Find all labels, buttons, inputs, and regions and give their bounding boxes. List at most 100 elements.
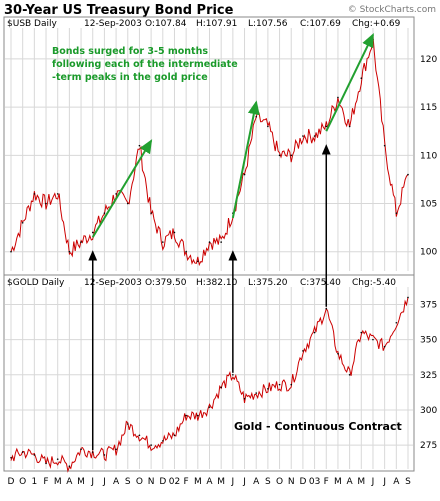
- bond-point: [10, 250, 12, 253]
- top-date: 12-Sep-2003: [84, 19, 142, 29]
- bond-point: [138, 144, 141, 147]
- gold-point: [208, 406, 211, 408]
- bond-point: [383, 144, 386, 147]
- x-tick-label: M: [194, 477, 202, 487]
- x-tick-label: A: [393, 477, 400, 487]
- bond-point: [302, 135, 304, 137]
- watermark: © StockCharts.com: [348, 5, 436, 15]
- gold-line: [10, 297, 409, 473]
- bottom-symbol: $GOLD Daily: [7, 278, 65, 288]
- bottom-panel-grid: [5, 287, 413, 469]
- x-tick-label: A: [66, 477, 73, 487]
- bond-point: [91, 231, 94, 234]
- gold-ytick-label: 275: [420, 441, 437, 451]
- bond-point: [115, 193, 117, 195]
- bond-point: [45, 202, 47, 205]
- x-tick-label: J: [371, 477, 375, 487]
- top-change: Chg:+0.69: [352, 19, 401, 29]
- bond-point: [290, 154, 293, 157]
- bond-point: [150, 212, 152, 214]
- bond-point: [103, 212, 106, 214]
- x-tick-label: M: [357, 477, 365, 487]
- x-tick-label: S: [405, 477, 411, 487]
- bond-point: [208, 241, 211, 243]
- x-tick-label: F: [43, 477, 48, 487]
- gold-point: [407, 296, 409, 299]
- bond-annotation: Bonds surged for 3-5 months following ea…: [52, 46, 238, 83]
- bond-point: [278, 154, 281, 157]
- gold-point: [220, 386, 222, 389]
- surge-arrow: [91, 139, 153, 238]
- gold-point: [80, 448, 82, 451]
- bond-point: [313, 135, 316, 137]
- gold-point: [232, 373, 234, 376]
- bond-point: [360, 77, 363, 79]
- chart-title: 30-Year US Treasury Bond Price: [4, 3, 234, 18]
- gold-point: [302, 350, 304, 352]
- gold-point: [313, 331, 316, 334]
- top-symbol: $USB Daily: [7, 19, 58, 29]
- gold-point: [290, 383, 293, 386]
- x-tick-label: M: [217, 477, 225, 487]
- x-tick-label: A: [113, 477, 120, 487]
- bottom-close: C:375.40: [300, 278, 341, 288]
- x-tick-label: M: [54, 477, 62, 487]
- bond-ytick-label: 100: [420, 248, 437, 258]
- x-tick-label: N: [148, 477, 155, 487]
- bond-point: [372, 38, 374, 41]
- gold-point: [185, 414, 187, 417]
- bond-point: [80, 241, 82, 243]
- gold-point: [161, 440, 164, 442]
- x-tick-label: A: [206, 477, 213, 487]
- bottom-legend: $GOLD Daily 12-Sep-2003 O:379.50 H:382.1…: [7, 278, 396, 288]
- gold-point: [325, 307, 328, 310]
- bottom-y-axis: 275 300 325 350 375: [420, 300, 437, 451]
- bottom-high: H:382.10: [196, 278, 238, 288]
- bond-point: [185, 250, 187, 253]
- top-close: C:107.69: [300, 19, 341, 29]
- x-tick-label: D: [299, 477, 306, 487]
- bottom-date: 12-Sep-2003: [84, 278, 142, 288]
- gold-point: [360, 331, 363, 334]
- bond-point: [243, 173, 246, 176]
- gold-point: [21, 451, 24, 453]
- x-tick-label: A: [253, 477, 260, 487]
- bottom-open: O:379.50: [145, 278, 187, 288]
- x-tick-label: O: [136, 477, 143, 487]
- top-legend: $USB Daily 12-Sep-2003 O:107.84 H:107.91…: [7, 19, 401, 29]
- bond-ytick-label: 115: [420, 103, 437, 113]
- x-tick-label: F: [324, 477, 329, 487]
- bond-point: [21, 222, 24, 224]
- bond-surge-arrows: [91, 33, 374, 238]
- bond-point: [325, 125, 328, 128]
- bond-ytick-label: 120: [420, 55, 437, 65]
- bond-point: [173, 231, 176, 234]
- gold-point: [138, 434, 141, 437]
- x-tick-label: O: [19, 477, 26, 487]
- gold-point: [348, 373, 351, 376]
- gold-point: [103, 454, 106, 456]
- x-tick-label: S: [265, 477, 271, 487]
- x-tick-label: M: [334, 477, 342, 487]
- annotation-line-2: following each of the intermediate: [52, 59, 238, 70]
- x-tick-label: O: [276, 477, 283, 487]
- gold-point: [68, 465, 71, 467]
- gold-point: [255, 392, 258, 394]
- gold-point: [372, 338, 374, 341]
- x-tick-label: M: [77, 477, 85, 487]
- bond-point: [255, 115, 258, 118]
- x-tick-label: J: [90, 477, 94, 487]
- gold-point: [45, 462, 47, 465]
- x-tick-label: J: [231, 477, 235, 487]
- x-tick-label: J: [382, 477, 386, 487]
- x-tick-label: J: [102, 477, 106, 487]
- gold-point: [197, 414, 199, 417]
- x-tick-label: D: [8, 477, 15, 487]
- gold-ytick-label: 375: [420, 300, 437, 310]
- top-low: L:107.56: [248, 19, 288, 29]
- gold-ytick-label: 300: [420, 406, 437, 416]
- gold-point: [150, 444, 152, 446]
- annotation-line-3: -term peaks in the gold price: [52, 72, 208, 83]
- bond-point: [197, 260, 199, 263]
- gold-ytick-label: 350: [420, 336, 437, 346]
